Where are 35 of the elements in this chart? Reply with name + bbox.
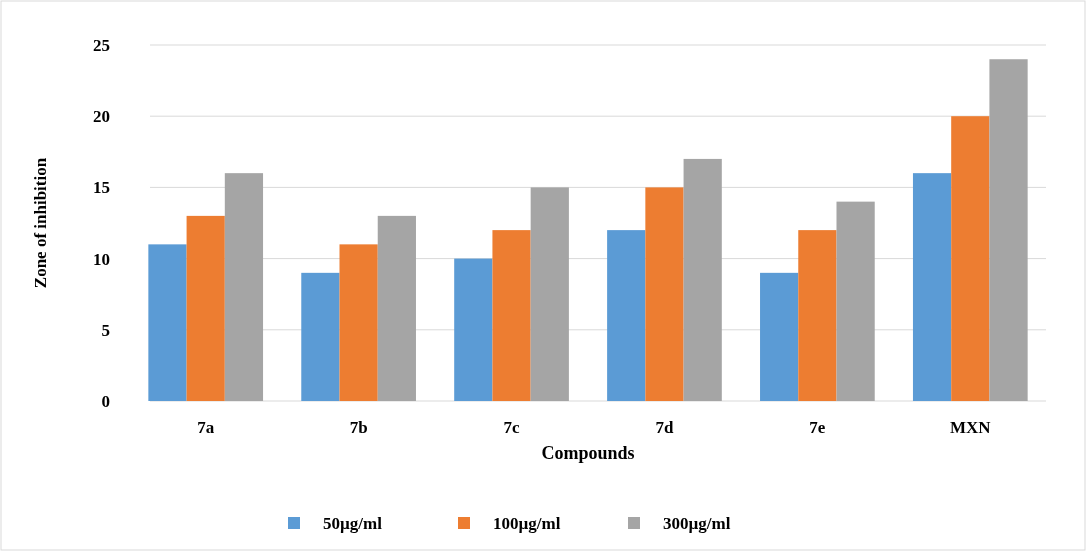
y-tick-label: 0 — [101, 391, 110, 411]
legend-label: 300µg/ml — [663, 513, 731, 533]
bar — [339, 244, 378, 401]
bar — [683, 158, 722, 401]
x-axis-title: Compounds — [541, 443, 635, 463]
x-tick-label: 7c — [503, 418, 521, 437]
legend-label: 50µg/ml — [323, 513, 383, 533]
bar — [454, 258, 493, 401]
bar — [492, 230, 531, 401]
y-tick-label: 5 — [101, 320, 110, 340]
bar — [377, 215, 416, 401]
bar — [607, 230, 646, 401]
x-tick-label: 7d — [655, 418, 674, 437]
bar — [760, 272, 799, 401]
bar — [989, 59, 1028, 401]
bar — [912, 173, 952, 401]
bar — [836, 201, 875, 401]
bar — [148, 244, 187, 401]
y-axis-title: Zone of inhibition — [31, 157, 50, 289]
bar — [798, 230, 837, 401]
legend-label: 100µg/ml — [493, 513, 561, 533]
bar — [645, 187, 684, 401]
y-tick-label: 15 — [93, 178, 110, 198]
bar — [530, 187, 569, 401]
bar — [951, 116, 990, 401]
x-tick-label: MXN — [950, 418, 992, 437]
bar — [186, 215, 225, 401]
bar — [301, 272, 340, 401]
bar — [224, 173, 264, 401]
x-tick-label: 7a — [197, 418, 215, 437]
y-tick-label: 25 — [93, 35, 110, 55]
x-tick-label: 7b — [349, 418, 368, 437]
y-tick-label: 10 — [93, 249, 110, 269]
x-tick-label: 7e — [809, 418, 826, 437]
y-tick-label: 20 — [93, 107, 110, 127]
